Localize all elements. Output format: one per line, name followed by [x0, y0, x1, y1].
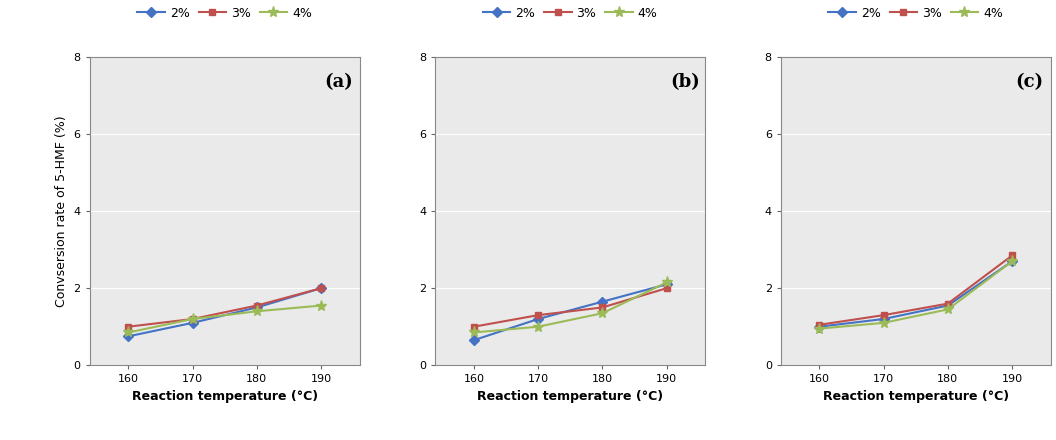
Legend: 2%, 3%, 4%: 2%, 3%, 4%	[824, 2, 1008, 25]
Line: 2%: 2%	[470, 281, 671, 344]
Line: 4%: 4%	[468, 277, 673, 338]
2%	[250, 305, 263, 310]
4%	[468, 330, 480, 335]
2%	[813, 324, 826, 329]
Text: (a): (a)	[324, 73, 354, 91]
2%	[878, 316, 890, 322]
4%	[660, 280, 673, 285]
3%	[660, 286, 673, 291]
X-axis label: Reaction temperature (°C): Reaction temperature (°C)	[132, 390, 318, 403]
3%	[186, 316, 199, 322]
3%	[250, 303, 263, 308]
3%	[942, 301, 955, 306]
3%	[813, 322, 826, 327]
Text: (c): (c)	[1016, 73, 1043, 91]
4%	[878, 320, 890, 326]
4%	[1005, 259, 1018, 264]
3%	[315, 286, 327, 291]
Line: 2%: 2%	[125, 285, 324, 340]
4%	[813, 326, 826, 331]
Line: 4%: 4%	[814, 256, 1018, 334]
4%	[942, 307, 955, 312]
4%	[532, 324, 545, 329]
X-axis label: Reaction temperature (°C): Reaction temperature (°C)	[823, 390, 1008, 403]
4%	[186, 316, 199, 322]
4%	[122, 330, 135, 335]
X-axis label: Reaction temperature (°C): Reaction temperature (°C)	[477, 390, 663, 403]
4%	[315, 303, 327, 308]
4%	[596, 311, 608, 316]
Text: (b): (b)	[671, 73, 700, 91]
Legend: 2%, 3%, 4%: 2%, 3%, 4%	[132, 2, 317, 25]
2%	[122, 334, 135, 339]
Line: 2%: 2%	[816, 258, 1016, 330]
3%	[1005, 253, 1018, 258]
2%	[468, 337, 480, 343]
2%	[186, 320, 199, 326]
2%	[942, 303, 955, 308]
2%	[532, 316, 545, 322]
3%	[878, 312, 890, 318]
2%	[1005, 259, 1018, 264]
Line: 3%: 3%	[470, 285, 671, 330]
Legend: 2%, 3%, 4%: 2%, 3%, 4%	[478, 2, 662, 25]
Line: 4%: 4%	[122, 300, 326, 338]
2%	[315, 286, 327, 291]
2%	[596, 299, 608, 304]
3%	[596, 305, 608, 310]
Y-axis label: Convsersion rate of 5-HMF (%): Convsersion rate of 5-HMF (%)	[55, 115, 68, 307]
4%	[250, 308, 263, 314]
2%	[660, 282, 673, 287]
3%	[532, 312, 545, 318]
Line: 3%: 3%	[125, 285, 324, 330]
3%	[468, 324, 480, 329]
3%	[122, 324, 135, 329]
Line: 3%: 3%	[816, 252, 1016, 328]
